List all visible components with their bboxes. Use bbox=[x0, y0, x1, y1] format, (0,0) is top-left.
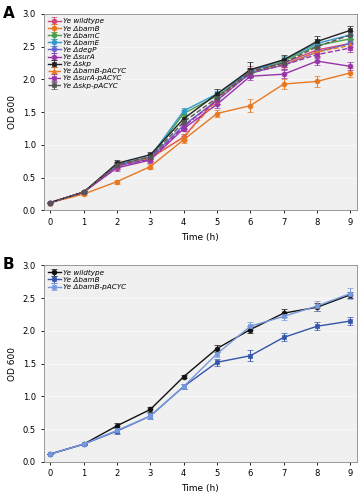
Legend: Ye wildtype, Ye ΔbamB, Ye ΔbamB-pACYC: Ye wildtype, Ye ΔbamB, Ye ΔbamB-pACYC bbox=[47, 269, 127, 291]
Legend: Ye wildtype, Ye ΔbamB, Ye ΔbamC, Ye ΔbamE, Ye ΔdegP, Ye ΔsurA, Ye Δskp, Ye ΔbamB: Ye wildtype, Ye ΔbamB, Ye ΔbamC, Ye Δbam… bbox=[47, 18, 127, 90]
Y-axis label: OD 600: OD 600 bbox=[8, 95, 17, 129]
Text: A: A bbox=[3, 6, 15, 21]
Y-axis label: OD 600: OD 600 bbox=[8, 346, 17, 380]
Text: B: B bbox=[3, 258, 15, 272]
X-axis label: Time (h): Time (h) bbox=[182, 484, 219, 493]
X-axis label: Time (h): Time (h) bbox=[182, 232, 219, 241]
